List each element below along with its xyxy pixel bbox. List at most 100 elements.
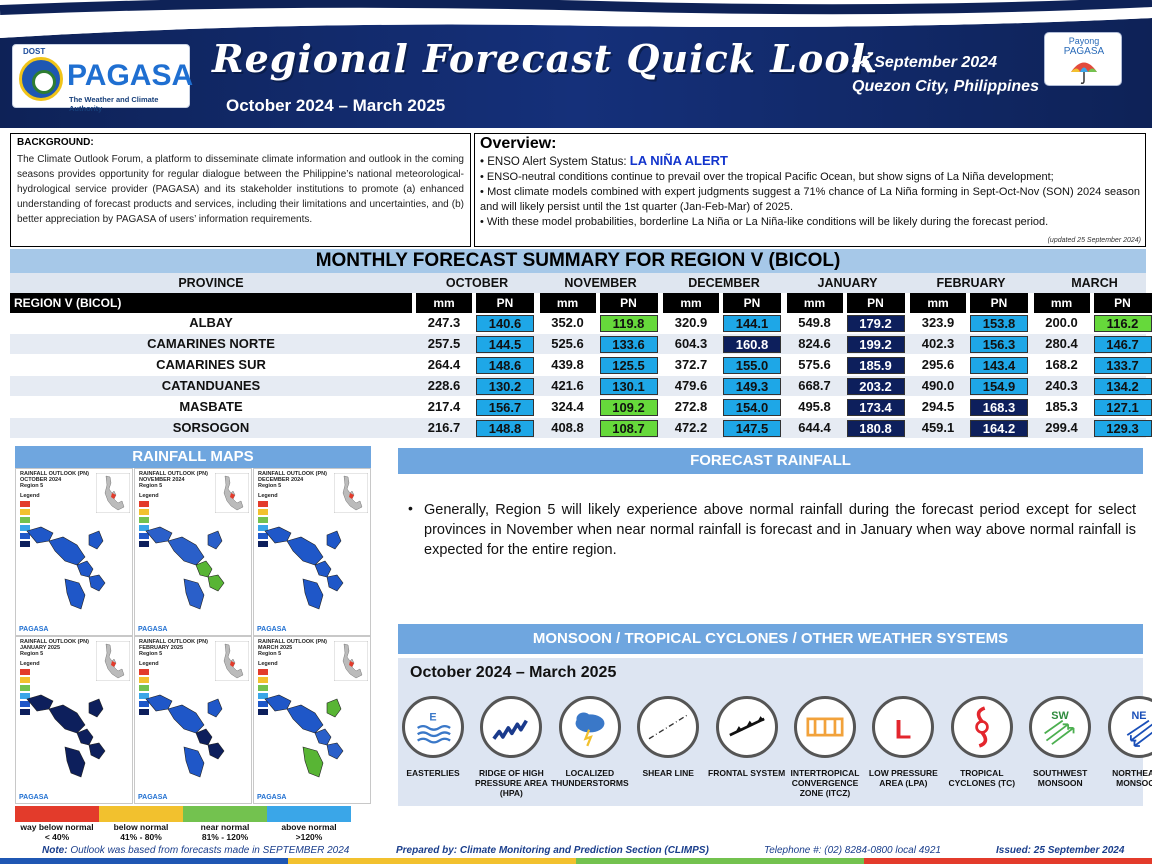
mm-header: mm [416,293,472,313]
pn-header: PN [846,293,905,313]
mm-value: 575.6 [798,357,831,372]
enso-status-label: • ENSO Alert System Status: [480,156,630,168]
pn-value: 173.4 [846,399,905,416]
background-text: The Climate Outlook Forum, a platform to… [17,154,464,225]
pn-value: 133.6 [599,336,658,353]
mm-value: 247.3 [427,315,461,330]
legend-label-line2: 41% - 80% [120,832,162,842]
mm-value: 472.2 [674,420,708,435]
bicol-region-map [145,694,225,778]
legend-label-line2: < 40% [44,832,70,842]
weather-system-label: INTERTROPICAL CONVERGENCE ZONE (ITCZ) [790,768,860,798]
svg-text:NE: NE [1131,710,1146,722]
weather-system-label: FRONTAL SYSTEM [708,768,786,778]
mm-value: 280.4 [1045,336,1078,351]
forecast-rainfall-title: FORECAST RAINFALL [398,448,1143,474]
philippines-inset-map [215,473,249,513]
frontal-system-icon-graphic [728,716,765,737]
logo-dost: DOST [23,47,46,56]
shear-line-icon-graphic [648,714,688,740]
easterlies-icon: E [402,696,464,758]
page-title: Regional Forecast Quick Look [212,36,879,81]
legend-swatch [20,677,30,683]
map-month: MARCH 2025 [258,645,293,651]
mm-value: 216.7 [427,420,461,435]
legend-label-line1: below normal [113,822,169,832]
mm-value: 644.4 [798,420,831,435]
legend-swatch [139,517,149,523]
footer-prepared: Prepared by: Climate Monitoring and Pred… [396,845,709,856]
map-region: Region 5 [20,651,44,657]
overview-bullet-1: • ENSO-neutral conditions continue to pr… [480,171,1054,183]
footer-note-label: Note: [42,845,68,856]
legend-label-line1: above normal [281,822,337,832]
map-pagasa-logo: PAGASA [19,794,49,801]
province-name: CAMARINES NORTE [147,336,275,351]
northeast-monsoon-icon-graphic: NE [1126,710,1152,747]
map-legend [20,669,50,717]
legend-swatch [139,509,149,515]
thunderstorm-icon-graphic [575,712,605,747]
legend-color-segment [99,806,183,822]
table-row: CATANDUANES 228.6 130.2 421.6 130.1 479.6 149.… [10,376,1152,396]
map-region: Region 5 [20,483,44,489]
pn-value: 144.5 [476,336,534,353]
province-name: SORSOGON [172,420,250,435]
map-title: RAINFALL OUTLOOK (PN) NOVEMBER 2024 Region… [139,471,208,489]
mm-value: 324.4 [551,399,584,414]
pn-value: 140.6 [476,315,534,332]
map-title: RAINFALL OUTLOOK (PN) JANUARY 2025 Region … [20,639,89,657]
legend-swatch [20,509,30,515]
forecast-rainfall-text: Generally, Region 5 will likely experien… [424,502,1136,558]
itcz-icon [794,696,856,758]
pn-value: 203.2 [846,378,905,395]
map-legend-title: Legend [258,493,278,499]
umbrella-icon [1071,62,1097,84]
legend-swatch [20,669,30,675]
footer-telephone: Telephone #: (02) 8284-0800 local 4921 [764,845,941,856]
shear-line-icon [637,696,700,758]
legend-swatch [139,525,149,531]
pn-value: 129.3 [1093,420,1152,437]
map-title: RAINFALL OUTLOOK (PN) DECEMBER 2024 Region… [258,471,327,489]
pn-value: 144.1 [723,315,781,332]
map-title: RAINFALL OUTLOOK (PN) OCTOBER 2024 Region … [20,471,89,489]
mm-value: 549.8 [798,315,831,330]
pn-value: 127.1 [1093,399,1152,416]
map-title-line: RAINFALL OUTLOOK (PN) [139,639,208,645]
legend-label-line1: near normal [200,822,250,832]
mm-value: 200.0 [1045,315,1078,330]
pn-value: 148.6 [476,357,534,374]
pn-value: 146.7 [1093,336,1152,353]
svg-text:L: L [895,714,912,745]
legend-swatch [139,685,149,691]
pn-value: 134.2 [1093,378,1152,395]
ridge-icon [480,696,543,758]
pn-value: 154.0 [723,399,781,416]
rainfall-map-panel: RAINFALL OUTLOOK (PN) FEBRUARY 2025 Region… [134,636,252,804]
rainfall-map-panel: RAINFALL OUTLOOK (PN) JANUARY 2025 Region … [15,636,133,804]
map-title-line: RAINFALL OUTLOOK (PN) [139,471,208,477]
mm-value: 402.3 [921,336,955,351]
weather-systems-box: October 2024 – March 2025 E EASTERLIES RID… [398,658,1152,806]
map-region: Region 5 [258,483,282,489]
legend-color-segment [267,806,351,822]
map-pagasa-logo: PAGASA [257,626,287,633]
pagasa-logo: DOST PAGASA The Weather and Climate Auth… [12,44,193,113]
pagasa-seal-icon [19,57,63,101]
legend-swatch [20,685,30,691]
map-legend [20,501,50,549]
map-region: Region 5 [258,651,282,657]
mm-value: 525.6 [551,336,584,351]
rainfall-legend [15,806,371,822]
mm-value: 294.5 [921,399,955,414]
legend-swatch [20,533,30,539]
weather-system-label: TROPICAL CYCLONES (TC) [948,768,1016,788]
weather-systems-title: MONSOON / TROPICAL CYCLONES / OTHER WEAT… [398,624,1143,654]
legend-swatch [258,525,268,531]
legend-swatch [139,709,149,715]
philippines-inset-map [96,473,130,513]
enso-status-value: LA NIÑA ALERT [629,153,728,168]
pn-value: 156.3 [970,336,1028,353]
svg-text:E: E [429,712,436,724]
